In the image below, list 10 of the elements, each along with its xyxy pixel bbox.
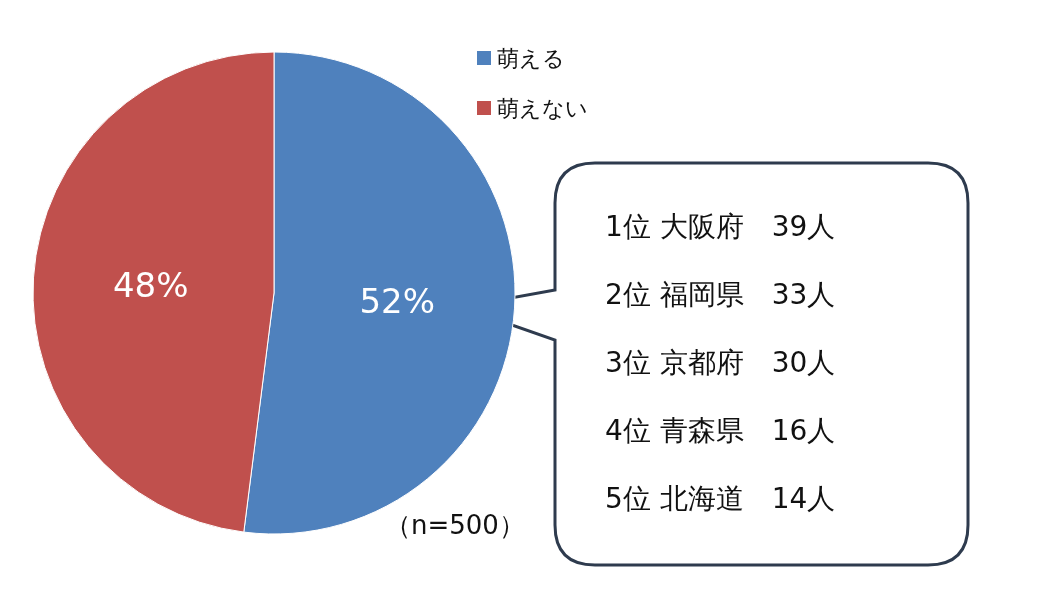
text: 5位 北海道 14人 [605, 481, 836, 515]
legend-label: 萌える [497, 45, 565, 71]
text: 4位 青森県 16人 [605, 413, 836, 447]
text: 2位 福岡県 33人 [605, 277, 836, 311]
text: 1位 大阪府 39人 [605, 209, 836, 243]
data-label: 52% [359, 280, 436, 321]
text: 3位 京都府 30人 [605, 345, 836, 379]
data-label: 48% [112, 265, 189, 306]
text: （n=500） [385, 510, 525, 540]
legend-label: 萌えない [497, 95, 588, 121]
